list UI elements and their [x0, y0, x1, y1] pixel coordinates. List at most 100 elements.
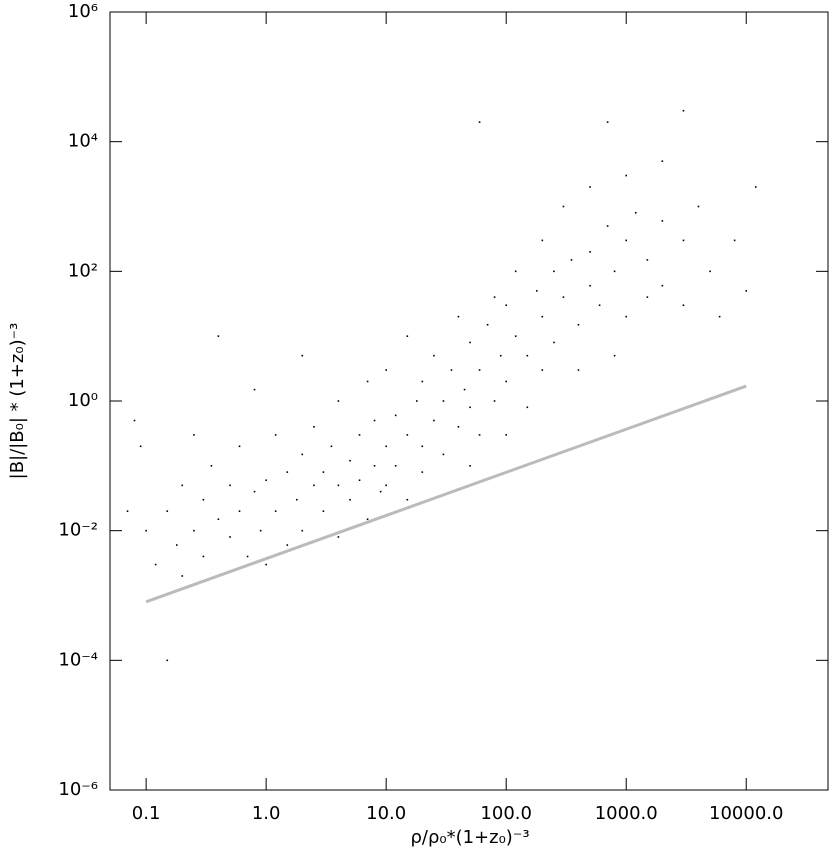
scatter-point: [553, 270, 555, 273]
scatter-point: [553, 341, 555, 344]
x-axis-title: ρ/ρ₀*(1+z₀)⁻³: [410, 827, 529, 848]
scatter-point: [253, 388, 256, 391]
scatter-point: [625, 315, 628, 318]
scatter-point: [505, 380, 507, 383]
scatter-point: [265, 563, 267, 566]
scatter-point: [499, 354, 502, 357]
scatter-point: [754, 186, 757, 188]
scatter-point: [697, 205, 700, 208]
scatter-point: [598, 304, 601, 307]
scatter-point: [126, 510, 129, 512]
scatter-point: [133, 419, 136, 422]
scatter-point: [613, 354, 616, 357]
scatter-point: [433, 419, 435, 422]
scatter-point: [193, 529, 195, 532]
scatter-point: [295, 498, 298, 501]
scatter-point: [634, 211, 637, 214]
scatter-point: [274, 434, 277, 436]
scatter-point: [394, 414, 397, 417]
scatter-point: [442, 400, 445, 402]
scatter-point: [385, 484, 387, 487]
scatter-point: [337, 400, 340, 402]
scatter-point: [301, 453, 304, 456]
scatter-point: [486, 323, 489, 326]
scatter-point: [536, 290, 538, 292]
y-tick-label: 10⁻⁴: [58, 649, 98, 670]
scatter-point: [526, 406, 529, 409]
y-tick-label: 10⁰: [68, 390, 98, 411]
scatter-point: [478, 434, 481, 436]
scatter-point: [577, 323, 580, 326]
x-tick-label: 0.1: [132, 803, 161, 824]
y-tick-label: 10⁶: [68, 1, 98, 22]
scatter-point: [253, 490, 256, 493]
scatter-point: [322, 510, 325, 512]
scatter-point: [181, 575, 184, 577]
scatter-point: [469, 406, 471, 409]
scatter-point: [330, 445, 333, 448]
scatter-point: [478, 121, 481, 123]
scatter-point: [210, 465, 213, 467]
scatter-point: [589, 284, 591, 287]
scatter-point: [217, 335, 220, 337]
scatter-point: [366, 518, 369, 521]
scatter-point: [385, 445, 387, 448]
y-tick-label: 10⁻⁶: [58, 779, 98, 800]
scatter-point: [514, 270, 517, 273]
scatter-point: [646, 259, 649, 261]
scatter-point: [562, 296, 565, 298]
scatter-point: [373, 465, 376, 467]
scatter-point: [469, 465, 471, 467]
scatter-point: [625, 174, 628, 177]
scatter-point: [606, 121, 609, 123]
scatter-point: [745, 290, 748, 292]
x-tick-label: 1.0: [252, 803, 281, 824]
scatter-point: [589, 186, 591, 188]
scatter-point: [259, 529, 262, 532]
scatter-point: [229, 484, 231, 487]
scatter-point: [145, 529, 147, 532]
scatter-point: [421, 445, 424, 448]
scatter-point: [416, 400, 418, 402]
x-tick-label: 10.0: [366, 803, 406, 824]
scatter-point: [265, 479, 267, 482]
scatter-point: [154, 563, 157, 566]
scatter-point: [709, 270, 711, 273]
scatter-point: [625, 239, 628, 242]
scatter-point: [613, 270, 616, 273]
scatter-point: [301, 529, 304, 532]
scatter-point: [406, 498, 409, 501]
scatter-point: [349, 498, 351, 501]
scatter-point: [469, 341, 471, 344]
scatter-point: [478, 369, 481, 371]
scatter-point: [366, 380, 369, 383]
scatter-point: [373, 419, 376, 422]
scatter-point: [274, 510, 277, 512]
scatter-point: [682, 304, 685, 307]
scatter-point: [175, 544, 178, 546]
plot-frame: [109, 11, 829, 791]
scatter-point: [202, 555, 205, 558]
scatter-point: [505, 304, 507, 307]
y-axis-title: |B|/|B₀| * (1+z₀)⁻³: [7, 323, 28, 480]
x-tick-label: 100.0: [480, 803, 532, 824]
scatter-point: [661, 220, 664, 222]
x-tick-label: 10000.0: [709, 803, 783, 824]
x-tick-label: 1000.0: [595, 803, 658, 824]
scatter-point: [733, 239, 736, 242]
scatter-point: [682, 109, 685, 112]
scatter-point: [433, 354, 435, 357]
scatter-point: [406, 434, 409, 436]
scatter-point: [457, 425, 460, 428]
scatter-point: [379, 490, 382, 493]
scatter-point: [570, 259, 573, 261]
scatter-point: [337, 536, 340, 538]
scatter-point: [337, 484, 340, 487]
scatter-point: [166, 510, 169, 512]
scatter-point: [421, 380, 424, 383]
scatter-point: [313, 484, 315, 487]
y-tick-label: 10⁴: [68, 131, 98, 152]
scatter-point: [606, 225, 609, 227]
scatter-point: [166, 659, 169, 662]
